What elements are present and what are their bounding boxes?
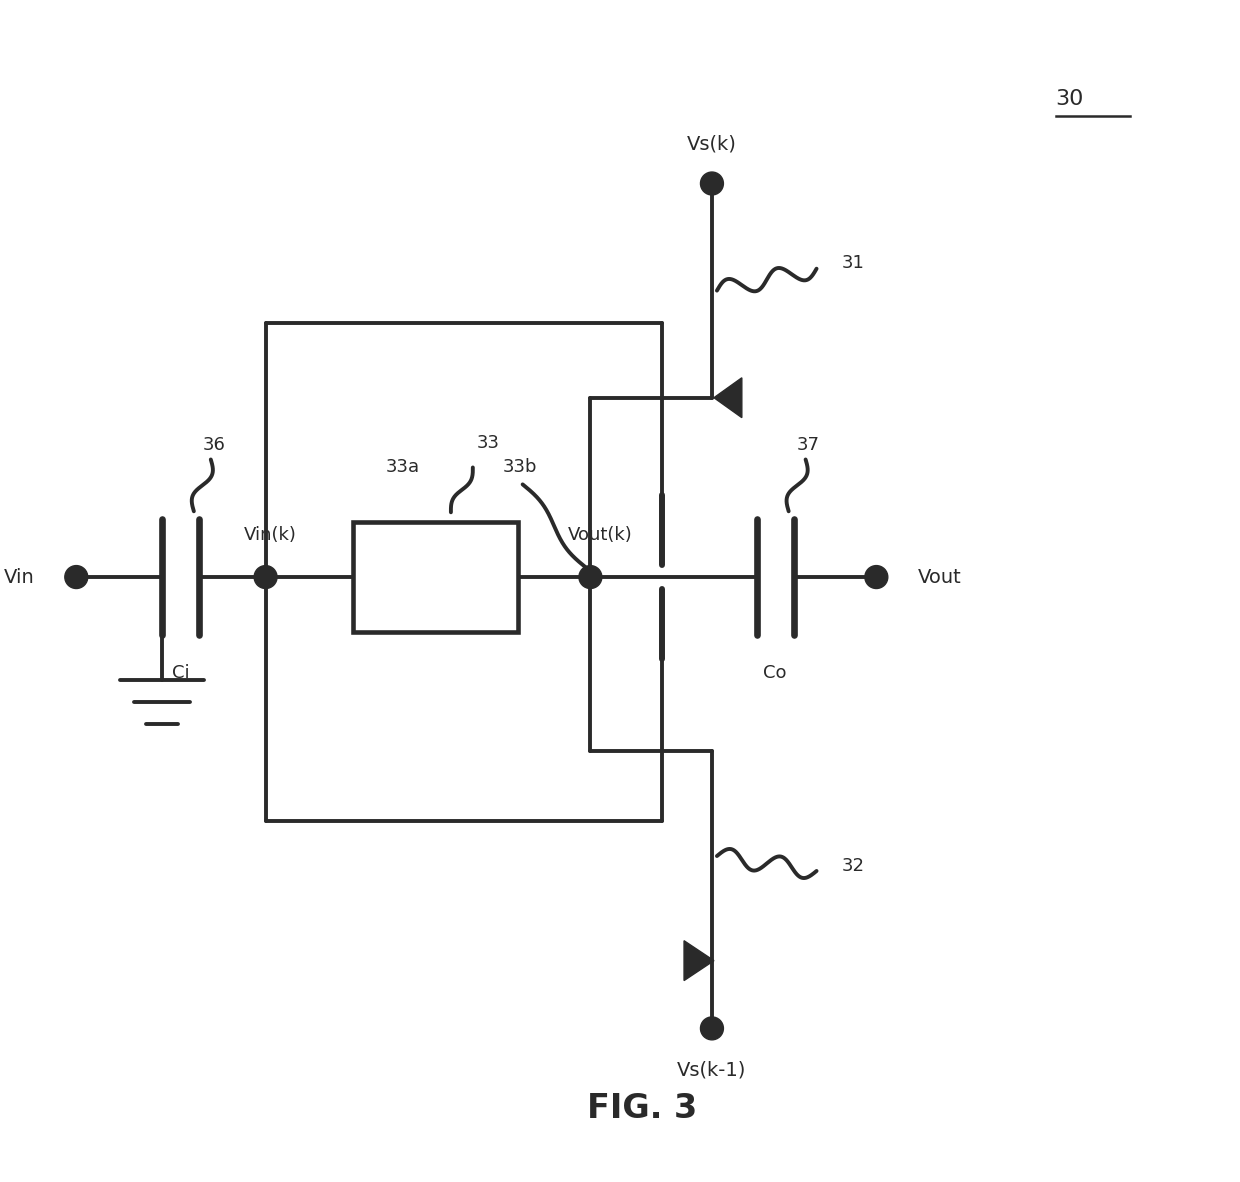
Text: Vs(k-1): Vs(k-1)	[677, 1060, 746, 1079]
Text: Vin: Vin	[4, 567, 35, 586]
Circle shape	[254, 566, 277, 589]
Bar	[353, 522, 517, 632]
Text: Co: Co	[764, 664, 787, 682]
Text: 32: 32	[842, 857, 866, 875]
Text: FIG. 3: FIG. 3	[587, 1092, 697, 1124]
Text: 37: 37	[797, 435, 820, 454]
Text: 31: 31	[842, 254, 864, 272]
Text: 30: 30	[1055, 89, 1084, 109]
Text: Vin(k): Vin(k)	[244, 526, 298, 544]
Text: Ci: Ci	[171, 664, 190, 682]
Text: 36: 36	[202, 435, 226, 454]
Circle shape	[864, 566, 888, 589]
Circle shape	[64, 566, 88, 589]
Polygon shape	[684, 941, 714, 981]
Text: Vout: Vout	[918, 567, 962, 586]
Circle shape	[701, 1017, 723, 1040]
Circle shape	[579, 566, 601, 589]
Circle shape	[701, 173, 723, 195]
Polygon shape	[714, 378, 742, 417]
Text: 33a: 33a	[386, 459, 420, 476]
Text: Vout(k): Vout(k)	[568, 526, 632, 544]
Text: Vs(k): Vs(k)	[687, 134, 737, 154]
Text: 33: 33	[476, 434, 500, 452]
Text: 33b: 33b	[502, 459, 537, 476]
